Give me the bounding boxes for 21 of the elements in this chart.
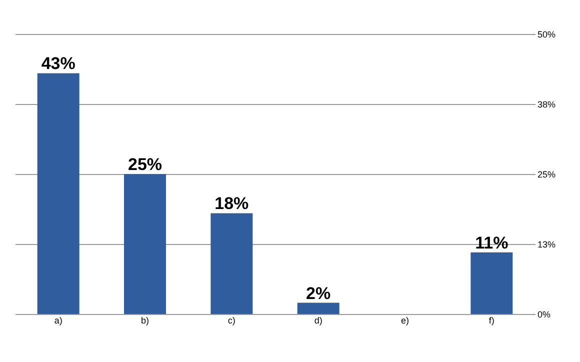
- bar: [297, 302, 340, 314]
- y-tick-label: 13%: [538, 240, 556, 250]
- data-label: 43%: [41, 54, 76, 74]
- x-tick-label: b): [140, 316, 150, 326]
- data-label: 25%: [128, 155, 162, 174]
- bar: [470, 252, 513, 314]
- bar: [124, 174, 166, 314]
- x-tick-label: e): [400, 316, 410, 326]
- data-label: 2%: [306, 284, 331, 303]
- y-tick-label: 50%: [538, 30, 556, 40]
- x-tick-label: d): [314, 316, 322, 326]
- data-label: 11%: [475, 233, 508, 252]
- x-tick-label: c): [228, 316, 236, 326]
- y-tick-label: 25%: [538, 170, 556, 180]
- bar: [37, 73, 80, 314]
- x-tick-label: f): [488, 316, 494, 326]
- bar: [210, 213, 253, 314]
- y-tick-label: 0%: [538, 310, 551, 320]
- x-tick-label: a): [54, 316, 62, 326]
- data-label: 18%: [214, 194, 249, 214]
- y-tick-label: 38%: [538, 100, 556, 110]
